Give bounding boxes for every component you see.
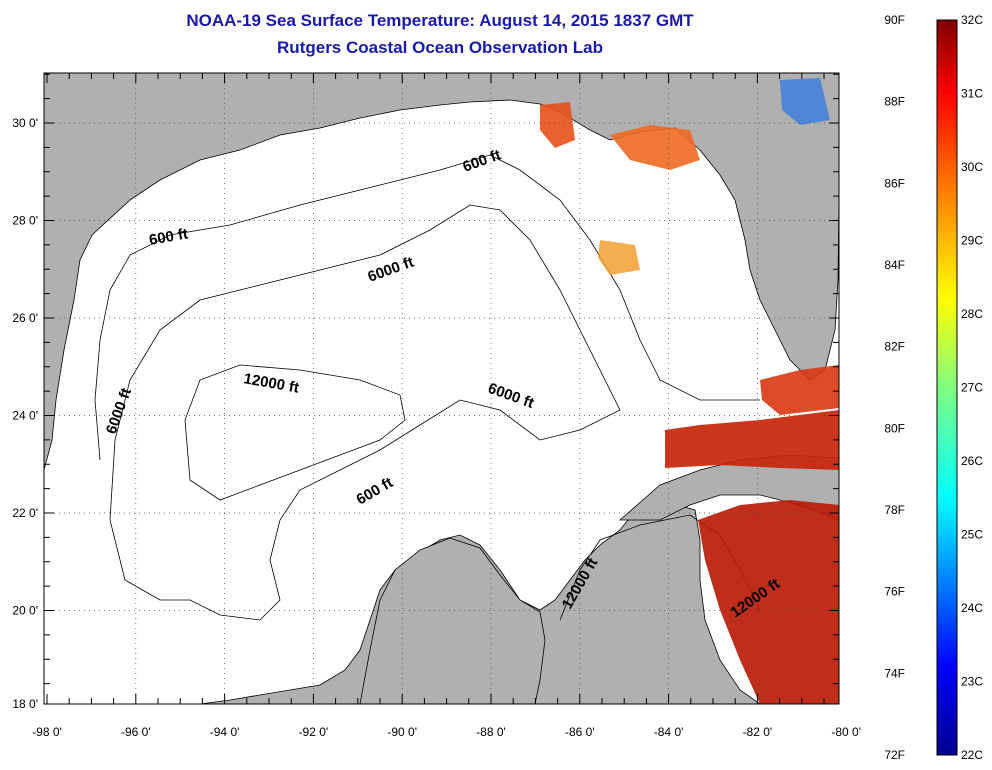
contour-6000ft xyxy=(109,204,621,621)
sst-swath-keys xyxy=(760,365,839,415)
colorbar-c-label: 26C xyxy=(961,454,983,468)
colorbar-f-label: 88F xyxy=(884,95,905,109)
longitude-label: -84 0' xyxy=(654,725,684,739)
longitude-label: -86 0' xyxy=(565,725,595,739)
colorbar-celsius-labels: 32C 31C 30C 29C 28C 27C 26C 25C 24C 23C 22C xyxy=(961,13,983,762)
colorbar-f-label: 72F xyxy=(884,748,905,762)
map-title: NOAA-19 Sea Surface Temperature: August … xyxy=(186,11,694,30)
contour-label: 600 ft xyxy=(148,225,190,249)
longitude-label: -98 0' xyxy=(32,725,62,739)
colorbar-f-label: 90F xyxy=(884,13,905,27)
colorbar-f-label: 84F xyxy=(884,258,905,272)
longitude-label: -94 0' xyxy=(210,725,240,739)
colorbar-f-label: 86F xyxy=(884,176,905,190)
latitude-label: 24 0' xyxy=(12,409,38,423)
latitude-label: 20 0' xyxy=(12,604,38,618)
longitude-label: -82 0' xyxy=(743,725,773,739)
colorbar-c-label: 29C xyxy=(961,234,983,248)
yucatan-land xyxy=(359,537,546,704)
colorbar-c-label: 31C xyxy=(961,87,983,101)
longitude-label: -96 0' xyxy=(121,725,151,739)
longitude-label: -90 0' xyxy=(387,725,417,739)
colorbar-c-label: 24C xyxy=(961,601,983,615)
colorbar-f-label: 74F xyxy=(884,666,905,680)
latitude-axis: 30 0' 28 0' 26 0' 24 0' 22 0' 20 0' 18 0' xyxy=(12,116,38,711)
map-frame xyxy=(43,72,840,705)
sst-patch-cool xyxy=(780,78,830,125)
latitude-label: 30 0' xyxy=(12,116,38,130)
contour-12000ft xyxy=(184,364,406,501)
latitude-label: 26 0' xyxy=(12,311,38,325)
latitude-label: 22 0' xyxy=(12,506,38,520)
colorbar-fahrenheit-labels: 90F 88F 86F 84F 82F 80F 78F 76F 74F 72F xyxy=(884,13,905,762)
latitude-label: 28 0' xyxy=(12,214,38,228)
sst-swath-cuba xyxy=(665,410,839,470)
map-subtitle: Rutgers Coastal Ocean Observation Lab xyxy=(277,38,603,57)
colorbar-f-label: 78F xyxy=(884,503,905,517)
longitude-label: -80 0' xyxy=(831,725,861,739)
colorbar-f-label: 80F xyxy=(884,421,905,435)
sst-swath-bigbend xyxy=(610,125,700,170)
sst-swath-caribbean xyxy=(698,500,839,704)
graticule xyxy=(44,73,839,704)
sst-patch-florida xyxy=(598,240,640,275)
colorbar-c-label: 23C xyxy=(961,675,983,689)
colorbar-c-label: 28C xyxy=(961,307,983,321)
longitude-label: -92 0' xyxy=(299,725,329,739)
longitude-label: -88 0' xyxy=(476,725,506,739)
colorbar-c-label: 32C xyxy=(961,13,983,27)
colorbar-c-label: 27C xyxy=(961,381,983,395)
sst-swath-panhandle xyxy=(540,102,575,148)
latitude-label: 18 0' xyxy=(12,697,38,711)
contour-600ft xyxy=(94,154,760,461)
axis-ticks xyxy=(44,73,839,704)
colorbar-c-label: 30C xyxy=(961,160,983,174)
colorbar-f-label: 76F xyxy=(884,585,905,599)
colorbar-f-label: 82F xyxy=(884,340,905,354)
cuba-land xyxy=(618,454,839,521)
longitude-axis: -98 0' -96 0' -94 0' -92 0' -90 0' -88 0' -86 … xyxy=(32,725,861,739)
colorbar-c-label: 25C xyxy=(961,528,983,542)
colorbar xyxy=(936,19,958,756)
colorbar-c-label: 22C xyxy=(961,748,983,762)
